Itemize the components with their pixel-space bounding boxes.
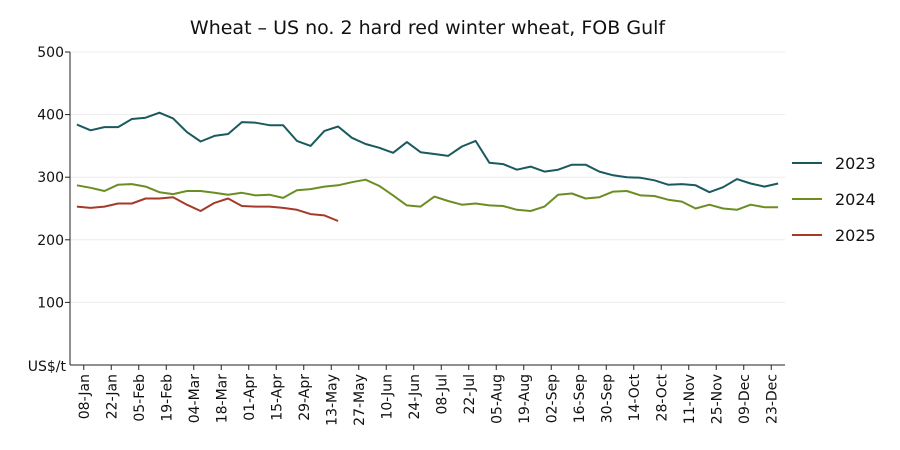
x-tick-label: 04-Mar <box>187 374 203 424</box>
y-axis-ticks: 100 200 300 400 500 <box>37 45 70 311</box>
y-tick-label: 200 <box>37 233 64 249</box>
x-tick-label: 22-Jan <box>104 374 120 419</box>
x-tick-label: 19-Feb <box>159 374 175 422</box>
series-line-2025 <box>76 196 339 222</box>
chart-title: Wheat – US no. 2 hard red winter wheat, … <box>189 17 666 39</box>
axes <box>69 52 785 366</box>
x-tick-label: 01-Apr <box>242 374 258 421</box>
x-tick-label: 24-Jun <box>407 374 423 420</box>
x-tick-label: 16-Sep <box>572 374 588 423</box>
x-tick-label: 29-Apr <box>297 374 313 421</box>
x-tick-label: 28-Oct <box>654 373 670 421</box>
legend: 2023 2024 2025 <box>792 154 876 245</box>
x-tick-label: 11-Nov <box>682 374 698 424</box>
y-tick-label: 300 <box>37 170 64 186</box>
legend-label-2024: 2024 <box>835 190 876 209</box>
x-tick-label: 14-Oct <box>627 373 643 421</box>
x-tick-label: 22-Jul <box>462 374 478 415</box>
series-lines <box>76 111 779 222</box>
legend-label-2025: 2025 <box>835 226 876 245</box>
x-tick-label: 27-May <box>352 374 368 426</box>
x-tick-label: 23-Dec <box>764 374 780 424</box>
y-tick-label: 400 <box>37 108 64 124</box>
x-tick-label: 05-Feb <box>132 374 148 422</box>
y-tick-label: 500 <box>37 45 64 61</box>
x-tick-label: 09-Dec <box>737 374 753 424</box>
x-tick-label: 18-Mar <box>214 374 230 424</box>
x-tick-label: 08-Jan <box>77 374 93 419</box>
series-line-2023 <box>76 111 779 194</box>
x-tick-label: 25-Nov <box>709 374 725 424</box>
x-tick-label: 02-Sep <box>544 374 560 423</box>
series-line-2024 <box>76 178 779 212</box>
y-axis-unit-label: US$/t <box>28 359 67 375</box>
x-tick-label: 30-Sep <box>599 374 615 423</box>
legend-label-2023: 2023 <box>835 154 876 173</box>
x-tick-label: 13-May <box>324 374 340 426</box>
y-tick-label: 100 <box>37 295 64 311</box>
x-axis-ticks: 08-Jan 22-Jan 05-Feb 19-Feb 04-Mar 18-Mar 01-A… <box>77 365 780 426</box>
x-tick-label: 05-Aug <box>489 374 505 424</box>
x-tick-label: 08-Jul <box>434 374 450 415</box>
x-tick-label: 19-Aug <box>517 374 533 424</box>
gridlines <box>70 51 785 303</box>
x-tick-label: 15-Apr <box>269 374 285 421</box>
x-tick-label: 10-Jun <box>379 374 395 420</box>
